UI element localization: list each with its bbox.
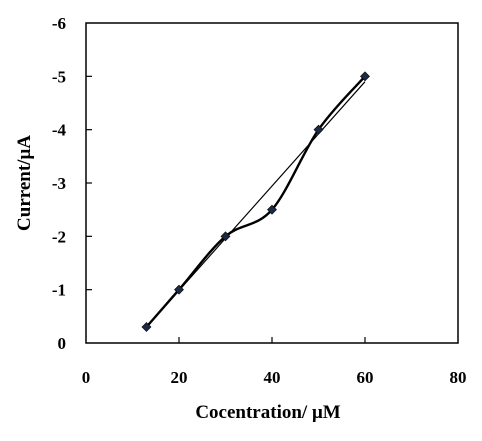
x-axis-ticks: 0 20 40 60 80	[82, 337, 467, 387]
y-tick-label: 0	[58, 334, 67, 353]
y-tick-label: -6	[52, 14, 66, 33]
data-point	[220, 231, 231, 242]
data-point	[174, 284, 184, 295]
x-axis-title: Cocentration/ μM	[195, 402, 340, 423]
data-point	[360, 71, 370, 82]
y-tick-label: -3	[52, 174, 66, 193]
y-tick-label: -2	[52, 227, 66, 246]
x-tick-label: 40	[264, 368, 281, 387]
y-axis-ticks: 0 -1 -2 -3 -4 -5 -6	[52, 14, 92, 353]
y-axis-title: Current/μA	[14, 135, 35, 231]
x-tick-label: 60	[357, 368, 374, 387]
data-point	[141, 322, 152, 332]
data-point	[313, 124, 324, 135]
y-tick-label: -5	[52, 67, 66, 86]
y-tick-label: -4	[52, 121, 67, 140]
x-tick-label: 0	[82, 368, 91, 387]
y-tick-label: -1	[52, 281, 66, 300]
data-markers	[141, 71, 370, 332]
data-point	[267, 204, 277, 215]
x-tick-label: 80	[450, 368, 467, 387]
plot-frame	[85, 22, 459, 344]
x-tick-label: 20	[171, 368, 188, 387]
